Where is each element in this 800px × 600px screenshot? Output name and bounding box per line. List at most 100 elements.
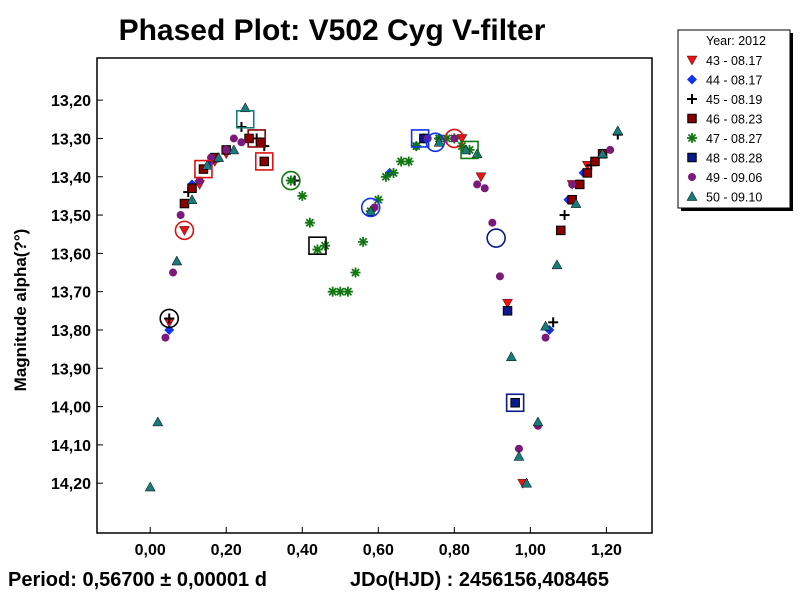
data-point (388, 167, 399, 178)
data-point (606, 145, 615, 154)
period-label: Period: 0,56700 ± 0,00001 d (8, 569, 267, 591)
data-point (540, 320, 551, 331)
y-tick-label: 13,70 (51, 285, 91, 302)
data-point (229, 134, 238, 143)
data-point (195, 176, 204, 185)
y-tick-label: 13,30 (51, 131, 91, 148)
plot-area (96, 57, 653, 534)
data-point (570, 198, 582, 208)
data-point (169, 268, 178, 277)
data-point (480, 184, 489, 193)
legend-marker (688, 173, 696, 181)
data-point (207, 153, 216, 162)
data-point (285, 175, 296, 186)
data-point (244, 133, 254, 144)
data-point (513, 450, 525, 461)
data-point (488, 218, 497, 227)
data-point (179, 226, 190, 236)
data-point (320, 240, 331, 251)
y-tick-label: 14,20 (51, 476, 91, 493)
highlight-square (194, 159, 213, 179)
highlight-circle (360, 197, 381, 218)
legend-entry-label: 46 - 08.23 (706, 113, 762, 127)
highlight-circle (281, 170, 301, 191)
data-point (559, 210, 570, 221)
data-point (222, 145, 231, 154)
axes: 0,00 0,20 0,40 0,60 0,80 1,00 1,20 13,20 13,30 13… (51, 93, 622, 559)
x-tick-label: 1,00 (515, 542, 546, 559)
y-axis-label: Magnitude alpha(?°) (11, 229, 30, 392)
legend-entry-label: 45 - 08.19 (706, 93, 762, 107)
highlight-circle (444, 128, 465, 149)
data-point (396, 156, 407, 167)
x-tick-label: 0,40 (287, 542, 318, 559)
data-point (514, 444, 523, 453)
y-tick-label: 14,00 (51, 400, 91, 417)
highlight-square (235, 109, 255, 129)
x-tick-label: 0,60 (363, 542, 394, 559)
epoch-label: JDo(HJD) : 2456156,408465 (350, 569, 609, 591)
data-marks (144, 102, 624, 492)
highlight-circle (425, 132, 446, 153)
data-point (582, 168, 593, 178)
data-point (495, 272, 504, 281)
data-point (380, 171, 391, 182)
data-point (312, 244, 323, 255)
data-point (259, 156, 270, 167)
highlight-square (247, 129, 266, 148)
data-point (502, 298, 513, 309)
data-point (255, 137, 266, 148)
highlight-circle (486, 228, 506, 248)
data-point (201, 159, 213, 170)
data-point (236, 121, 247, 132)
legend: Year: 2012 43 - 08.17 44 - 08.17 45 - 08.19… (677, 29, 793, 211)
data-point (568, 180, 577, 189)
data-point (532, 416, 544, 427)
data-point (612, 125, 624, 136)
highlight-square (410, 129, 430, 148)
x-tick-label: 1,20 (591, 542, 622, 559)
legend-marker (686, 190, 698, 201)
y-tick-label: 13,90 (51, 361, 91, 378)
y-tick-label: 13,60 (51, 246, 91, 263)
legend-title: Year: 2012 (706, 34, 766, 48)
data-point (228, 144, 240, 155)
legend-marker (687, 152, 697, 163)
data-point (433, 136, 445, 147)
data-point (237, 138, 246, 147)
data-point (304, 217, 315, 228)
x-tick-label: 0,00 (135, 542, 166, 559)
data-point (450, 134, 459, 143)
y-tick-label: 13,40 (51, 170, 91, 187)
data-point (327, 286, 338, 297)
data-point (171, 255, 183, 266)
highlight-marks (159, 109, 525, 413)
data-point (213, 152, 225, 162)
highlight-circle (174, 220, 195, 241)
legend-marker (687, 133, 697, 143)
legend-entry-label: 49 - 09.06 (706, 171, 762, 185)
data-point (350, 267, 361, 278)
y-tick-label: 14,10 (51, 438, 91, 455)
data-point (186, 194, 198, 204)
highlight-square (254, 152, 274, 171)
data-point (164, 313, 175, 324)
highlight-square (505, 393, 525, 413)
data-point (502, 306, 513, 316)
data-point (541, 333, 550, 342)
data-point (590, 156, 600, 167)
y-tick-label: 13,50 (51, 208, 91, 225)
legend-marker (686, 55, 698, 66)
data-point (187, 183, 197, 193)
data-point (597, 148, 609, 159)
legend-marker (687, 74, 697, 85)
data-point (460, 144, 472, 155)
data-point (144, 481, 156, 492)
highlight-square (460, 140, 479, 160)
y-tick-label: 13,80 (51, 323, 91, 340)
data-point (411, 141, 422, 152)
data-point (475, 172, 487, 183)
legend-entry-label: 47 - 08.27 (706, 132, 762, 146)
data-point (365, 205, 377, 216)
